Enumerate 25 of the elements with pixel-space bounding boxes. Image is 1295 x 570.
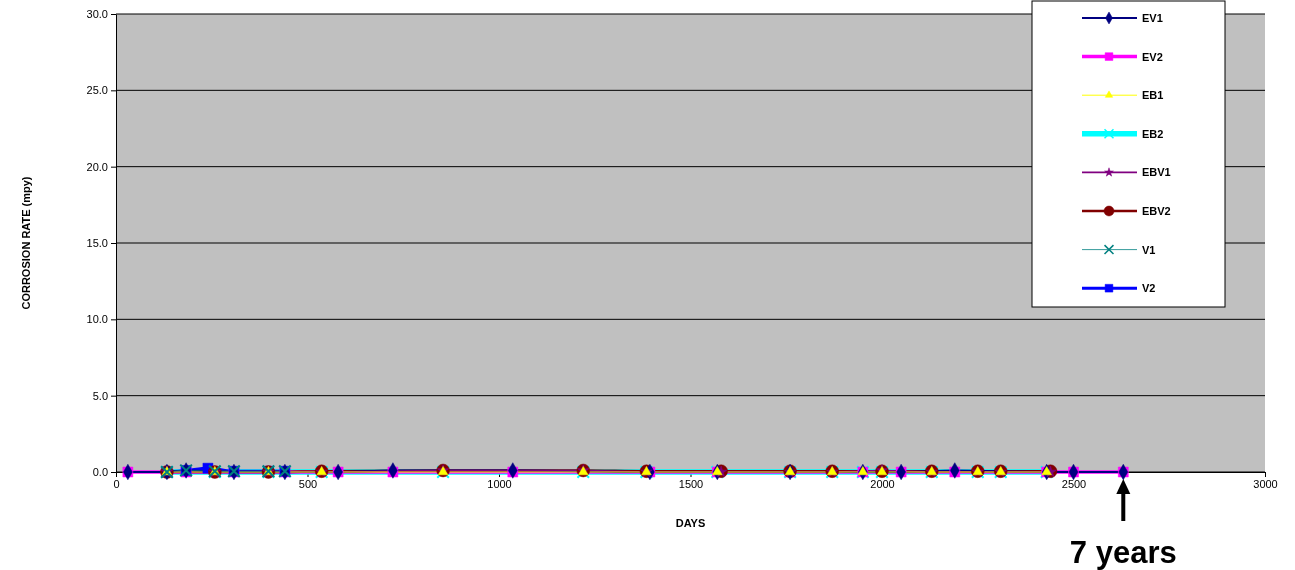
x-tick-label: 500 (298, 477, 318, 490)
legend-label: V1 (1142, 243, 1156, 256)
annotation: 7 years (1069, 535, 1177, 570)
legend-label: EV1 (1142, 12, 1163, 24)
legend-label: EB1 (1142, 89, 1164, 102)
y-tick-label: 10.0 (86, 313, 108, 326)
legend-label: EBV2 (1142, 205, 1171, 217)
x-tick-label: 2500 (1061, 477, 1087, 490)
x-tick-label: 1000 (487, 477, 512, 490)
y-tick-label: 5.0 (92, 389, 108, 402)
legend-label: V2 (1142, 282, 1156, 295)
y-axis-title: CORROSION RATE (mpy) (20, 176, 32, 310)
y-tick-label: 30.0 (86, 8, 108, 21)
y-tick-label: 25.0 (86, 84, 108, 97)
x-axis-title: DAYS (675, 517, 706, 529)
x-tick-label: 0 (113, 477, 120, 490)
x-tick-label: 2000 (870, 477, 895, 490)
legend-label: EBV1 (1142, 166, 1171, 179)
x-tick-label: 1500 (678, 477, 704, 490)
y-tick-label: 0.0 (92, 466, 108, 479)
legend-label: EV2 (1142, 50, 1163, 63)
y-tick-label: 20.0 (86, 160, 108, 173)
y-tick-label: 15.0 (86, 237, 108, 250)
x-tick-label: 3000 (1253, 477, 1278, 490)
legend-label: EB2 (1142, 127, 1164, 140)
